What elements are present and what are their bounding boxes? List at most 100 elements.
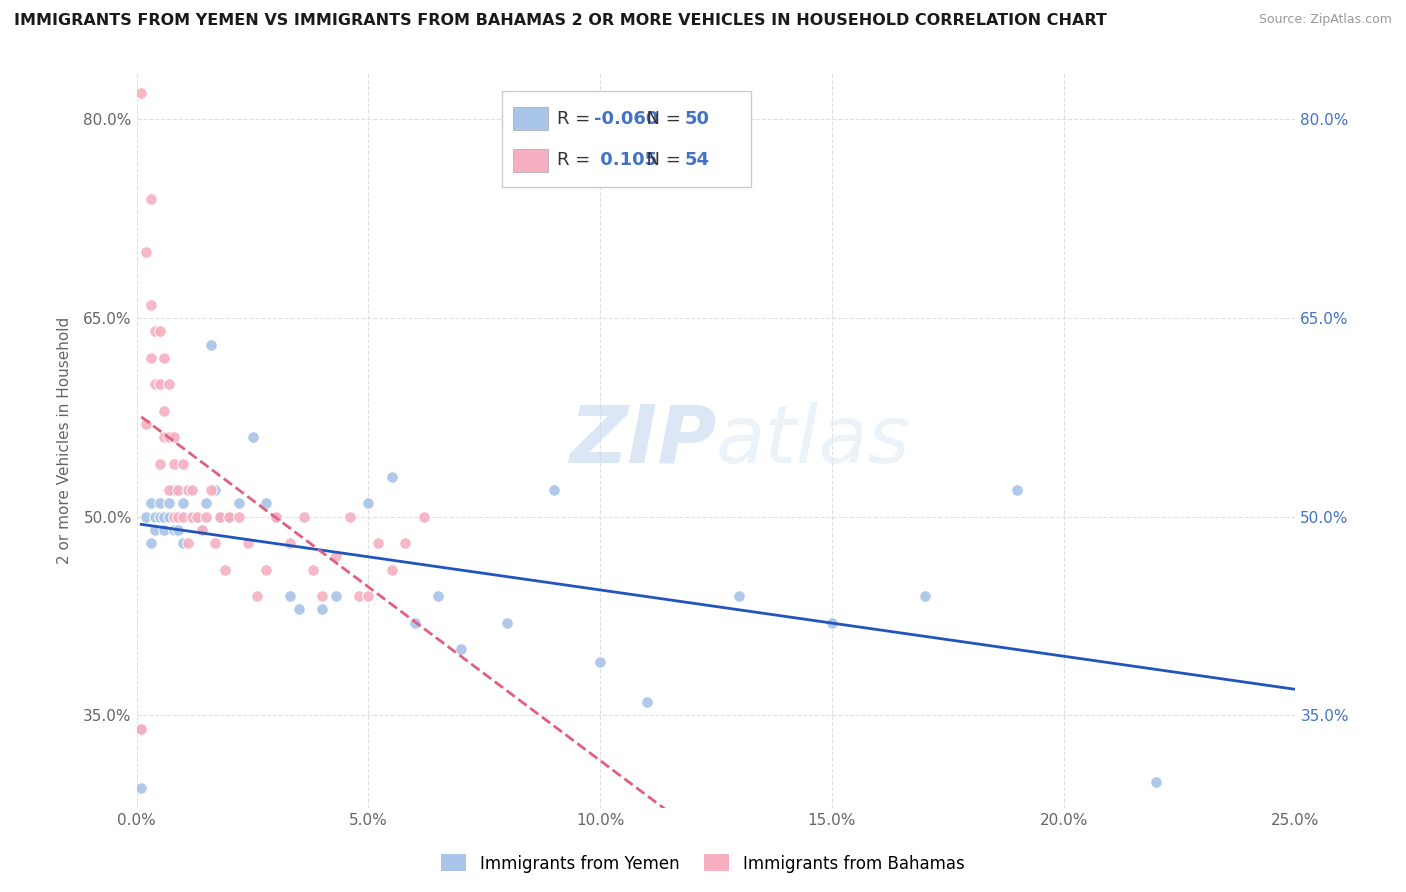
Point: [143, 509, 166, 524]
Point: [172, 457, 194, 471]
Point: [278, 589, 301, 603]
Point: [218, 509, 240, 524]
Point: [190, 523, 212, 537]
Point: [288, 602, 311, 616]
Point: [176, 536, 198, 550]
Text: N =: N =: [636, 152, 686, 169]
Point: [204, 536, 226, 550]
FancyBboxPatch shape: [502, 91, 751, 187]
Point: [143, 324, 166, 338]
Point: [186, 509, 208, 524]
Point: [301, 563, 323, 577]
Text: 50: 50: [685, 110, 710, 128]
Point: [339, 509, 361, 524]
Point: [404, 615, 426, 630]
Point: [821, 615, 844, 630]
Point: [200, 483, 222, 498]
Point: [236, 536, 259, 550]
Point: [218, 509, 240, 524]
Point: [347, 589, 370, 603]
Point: [278, 536, 301, 550]
Point: [129, 722, 152, 736]
Text: Source: ZipAtlas.com: Source: ZipAtlas.com: [1258, 13, 1392, 27]
Point: [181, 483, 204, 498]
Text: N =: N =: [636, 110, 686, 128]
Point: [264, 509, 287, 524]
Point: [135, 417, 157, 431]
Point: [242, 430, 264, 444]
Point: [167, 483, 190, 498]
Point: [311, 602, 333, 616]
Point: [135, 509, 157, 524]
Point: [228, 496, 250, 510]
Point: [190, 523, 212, 537]
Point: [143, 377, 166, 392]
Point: [264, 509, 287, 524]
Point: [129, 722, 152, 736]
Point: [357, 496, 380, 510]
Point: [589, 656, 612, 670]
Text: ZIP: ZIP: [568, 401, 716, 480]
Point: [381, 563, 404, 577]
Point: [157, 430, 180, 444]
Point: [325, 589, 347, 603]
Point: [167, 523, 190, 537]
Point: [914, 589, 936, 603]
Point: [149, 457, 172, 471]
Point: [176, 483, 198, 498]
FancyBboxPatch shape: [513, 149, 548, 172]
Point: [167, 509, 190, 524]
Point: [157, 377, 180, 392]
Point: [214, 563, 236, 577]
Point: [413, 509, 436, 524]
Point: [153, 430, 176, 444]
Point: [153, 351, 176, 365]
Point: [325, 549, 347, 564]
Point: [149, 496, 172, 510]
Point: [163, 457, 186, 471]
Point: [139, 298, 162, 312]
Point: [172, 509, 194, 524]
Text: 0.105: 0.105: [595, 152, 658, 169]
Point: [228, 509, 250, 524]
Point: [135, 244, 157, 259]
Point: [163, 430, 186, 444]
Point: [426, 589, 449, 603]
Text: -0.060: -0.060: [595, 110, 659, 128]
Point: [153, 509, 176, 524]
Point: [186, 509, 208, 524]
Point: [129, 86, 152, 100]
Text: R =: R =: [557, 110, 596, 128]
Point: [139, 192, 162, 206]
Point: [728, 589, 751, 603]
Point: [381, 470, 404, 484]
Point: [157, 496, 180, 510]
Point: [172, 496, 194, 510]
Point: [195, 496, 218, 510]
Point: [176, 483, 198, 498]
Point: [139, 496, 162, 510]
Point: [157, 509, 180, 524]
Point: [139, 351, 162, 365]
Point: [129, 781, 152, 796]
Point: [367, 536, 389, 550]
FancyBboxPatch shape: [513, 107, 548, 130]
Text: IMMIGRANTS FROM YEMEN VS IMMIGRANTS FROM BAHAMAS 2 OR MORE VEHICLES IN HOUSEHOLD: IMMIGRANTS FROM YEMEN VS IMMIGRANTS FROM…: [14, 13, 1107, 29]
Point: [543, 483, 565, 498]
Point: [394, 536, 416, 550]
Point: [357, 589, 380, 603]
Point: [1144, 774, 1167, 789]
Point: [256, 563, 278, 577]
Point: [292, 509, 315, 524]
Point: [636, 695, 658, 709]
Point: [139, 536, 162, 550]
Point: [157, 483, 180, 498]
Point: [143, 523, 166, 537]
Point: [149, 377, 172, 392]
Point: [167, 509, 190, 524]
Legend: Immigrants from Yemen, Immigrants from Bahamas: Immigrants from Yemen, Immigrants from B…: [434, 847, 972, 880]
Point: [246, 589, 269, 603]
Text: atlas: atlas: [716, 401, 911, 480]
Text: R =: R =: [557, 152, 596, 169]
Point: [256, 496, 278, 510]
